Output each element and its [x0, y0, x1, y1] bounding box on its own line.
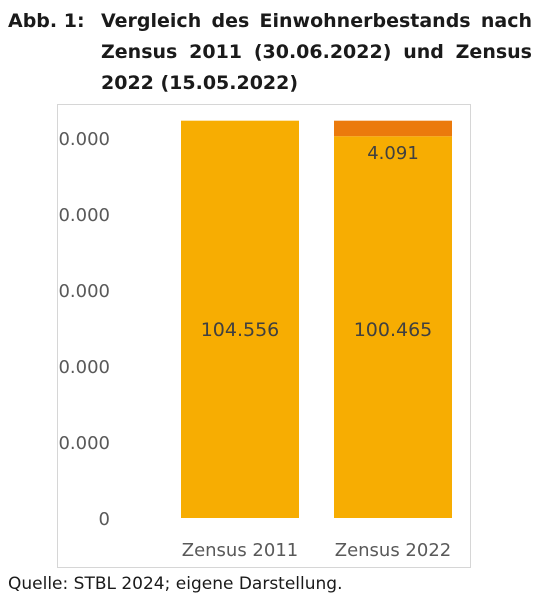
bar-chart: 0 20.000 40.000 60.000 80.000 100.000 104.556 1…	[58, 120, 452, 561]
x-tick-label: Zensus 2011	[182, 540, 299, 561]
data-label: 4.091	[367, 143, 419, 164]
chart-area: 0 20.000 40.000 60.000 80.000 100.000 104.556 1…	[57, 104, 471, 568]
y-tick-label: 80.000	[58, 205, 110, 226]
y-tick-label: 0	[99, 509, 110, 530]
data-label: 100.465	[354, 319, 433, 341]
figure-title: Abb. 1: Vergleich des Einwohnerbestands …	[8, 6, 532, 99]
bar-segment	[334, 120, 452, 137]
y-tick-label: 40.000	[58, 357, 110, 378]
y-tick-label: 20.000	[58, 433, 110, 454]
bar-segment	[334, 136, 452, 518]
source-note: Quelle: STBL 2024; eigene Darstellung.	[8, 574, 343, 594]
figure-title-text: Vergleich des Einwohnerbestands nach Zen…	[101, 10, 532, 94]
y-tick-label: 100.000	[58, 129, 110, 150]
x-tick-label: Zensus 2022	[335, 540, 452, 561]
bar-segment	[181, 120, 299, 519]
data-label: 104.556	[201, 319, 280, 341]
y-tick-label: 60.000	[58, 281, 110, 302]
figure-number: Abb. 1:	[8, 10, 85, 32]
